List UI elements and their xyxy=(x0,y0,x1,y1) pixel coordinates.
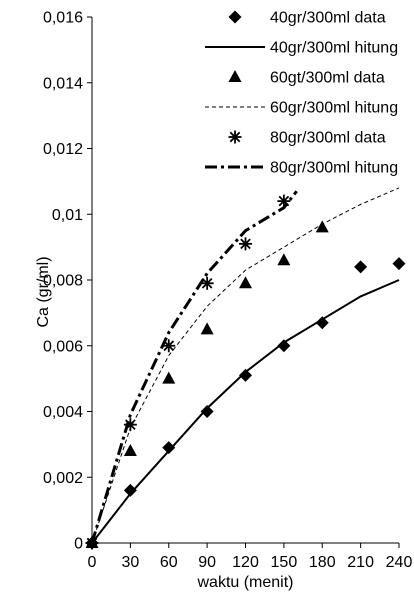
legend-marker xyxy=(228,10,242,24)
legend-label: 60gt/300ml data xyxy=(270,70,385,87)
asterisk-stroke xyxy=(240,238,251,250)
x-tick-label: 60 xyxy=(160,554,178,571)
data-point xyxy=(239,368,252,382)
x-tick-label: 150 xyxy=(271,554,298,571)
legend-label: 80gr/300ml hitung xyxy=(270,160,398,177)
legend-marker xyxy=(228,70,242,82)
y-tick-label: 0,008 xyxy=(43,273,83,290)
data-point xyxy=(239,237,252,251)
legend-item: 40gr/300ml hitung xyxy=(205,40,398,57)
legend-item: 40gr/300ml data xyxy=(228,10,386,27)
data-point xyxy=(123,418,137,432)
x-tick-label: 30 xyxy=(121,554,139,571)
y-tick-label: 0,002 xyxy=(43,470,83,487)
y-tick-label: 0,014 xyxy=(43,75,83,92)
y-tick-label: 0 xyxy=(74,536,83,553)
x-tick-label: 90 xyxy=(198,554,216,571)
data-point xyxy=(162,441,176,455)
legend-item: 60gt/300ml data xyxy=(228,70,385,87)
data-point xyxy=(200,276,214,290)
x-axis-title: waktu (menit) xyxy=(196,574,293,591)
series-line xyxy=(90,190,298,544)
data-point xyxy=(200,405,214,418)
legend-label: 40gr/300ml hitung xyxy=(270,40,398,57)
data-point xyxy=(123,443,137,456)
y-axis-title: Ca (gr/ml) xyxy=(35,256,52,327)
legend-label: 80gr/300ml data xyxy=(270,130,386,147)
data-point xyxy=(315,316,329,330)
y-tick-label: 0,016 xyxy=(43,10,83,27)
series-line xyxy=(91,187,400,544)
legend-item: 80gr/300ml data xyxy=(228,130,386,147)
data-point xyxy=(277,253,291,266)
asterisk-stroke xyxy=(201,277,213,289)
legend: 40gr/300ml data 40gr/300ml hitung 60gt/300… xyxy=(205,10,398,177)
y-tick-label: 0,012 xyxy=(43,141,83,158)
y-tick-label: 0,01 xyxy=(52,207,83,224)
data-point xyxy=(200,322,214,335)
data-point xyxy=(392,257,406,271)
legend-item: 80gr/300ml hitung xyxy=(205,160,398,177)
data-point xyxy=(277,194,291,208)
x-tick-label: 120 xyxy=(232,554,259,571)
asterisk-stroke xyxy=(163,340,175,352)
data-point xyxy=(239,276,252,289)
asterisk-stroke xyxy=(229,131,241,143)
data-point xyxy=(162,339,176,353)
legend-label: 40gr/300ml data xyxy=(270,10,386,27)
y-tick-label: 0,004 xyxy=(43,404,83,421)
asterisk-stroke xyxy=(125,419,136,430)
x-tick-label: 180 xyxy=(309,554,336,571)
x-tick-label: 0 xyxy=(88,554,97,571)
axes: 0 0,002 0,004 0,006 0,008 0,01 0,012 0,014 0,016… xyxy=(43,10,412,572)
asterisk-stroke xyxy=(278,195,290,207)
plot-area xyxy=(85,187,406,550)
y-tick-label: 0,006 xyxy=(43,338,83,355)
legend-marker xyxy=(228,130,242,144)
x-tick-label: 240 xyxy=(386,554,413,571)
data-point xyxy=(123,483,137,497)
data-point xyxy=(162,371,176,384)
legend-item: 60gr/300ml hitung xyxy=(205,100,398,117)
legend-label: 60gr/300ml hitung xyxy=(270,100,398,117)
data-point xyxy=(315,220,329,233)
x-tick-label: 210 xyxy=(347,554,374,571)
data-point xyxy=(277,339,291,353)
data-point xyxy=(354,260,368,274)
